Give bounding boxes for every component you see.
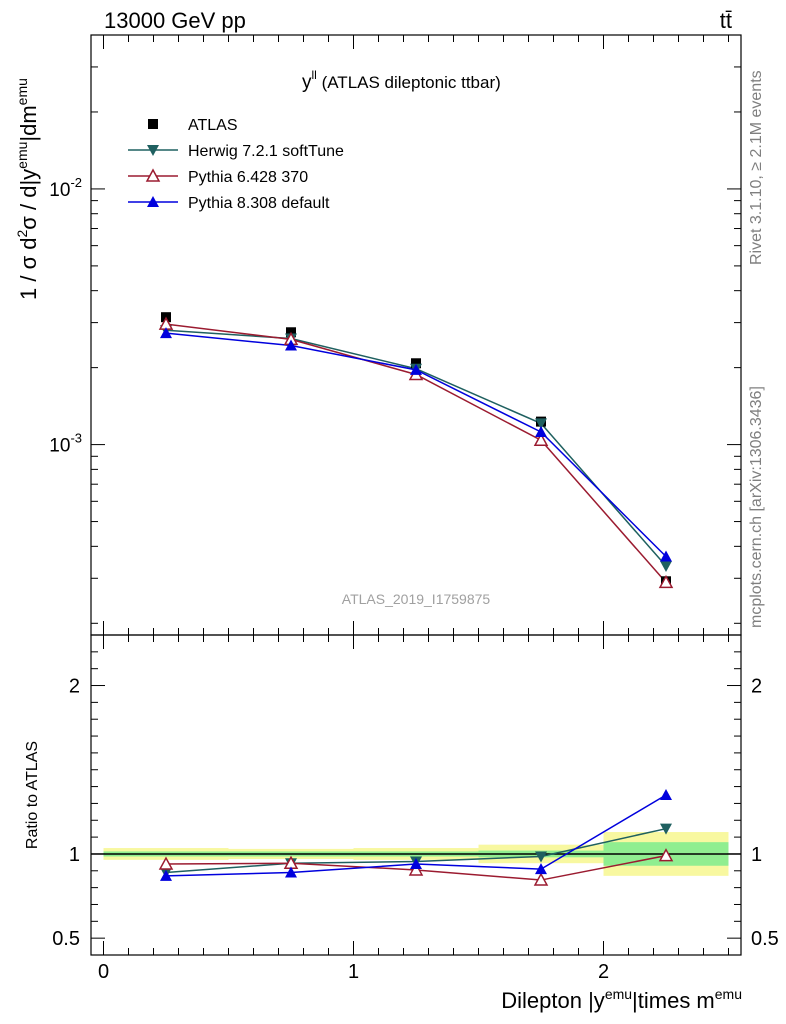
main-series-markers	[158, 312, 674, 589]
legend-marker-pythia-6-428-370	[145, 168, 161, 182]
x-tick-label: 2	[598, 961, 609, 983]
ratio-point-pythia-8-308-default	[535, 863, 547, 875]
legend-label-pythia-6-428-370: Pythia 6.428 370	[188, 169, 308, 186]
mcplots-reference-label: mcplots.cern.ch [arXiv:1306.3436]	[748, 386, 765, 628]
point-pythia-8-308-default	[285, 339, 297, 351]
ratio-series-markers	[158, 789, 674, 886]
legend-marker-herwig-7-2-1-softtune	[147, 145, 159, 156]
ratio-y-tick-label: 2	[69, 676, 80, 698]
ratio-y-tick-label-right: 0.5	[751, 928, 779, 950]
main-ylabel: 1 / σ d2σ / d|yemu|dmemu	[14, 78, 41, 300]
ratio-y-tick-label-right: 2	[751, 676, 762, 698]
point-herwig-7-2-1-softtune	[660, 561, 672, 573]
legend-label-herwig-7-2-1-softtune: Herwig 7.2.1 softTune	[188, 143, 344, 160]
ratio-point-pythia-6-428-370	[158, 856, 174, 870]
legend-marker-pythia-8-308-default	[147, 196, 159, 207]
ratio-point-pythia-8-308-default	[285, 866, 297, 878]
ratio-y-tick-label-right: 1	[751, 844, 762, 866]
ratio-point-pythia-8-308-default	[160, 869, 172, 881]
point-herwig-7-2-1-softtune	[535, 418, 547, 430]
point-pythia-6-428-370	[533, 432, 549, 446]
ratio-axes: 2 2 1 1 0.5 0.5 0 1 2	[52, 635, 779, 983]
x-tick-label: 0	[98, 961, 109, 983]
process-label: tt̄	[720, 8, 732, 33]
title-main: y	[302, 72, 312, 93]
ratio-point-pythia-6-428-370	[408, 862, 424, 876]
ratio-frame	[90, 634, 742, 956]
ratio-point-pythia-8-308-default	[660, 789, 672, 800]
ratio-y-tick-label: 1	[69, 844, 80, 866]
point-atlas	[411, 358, 421, 369]
legend: ATLAS Herwig 7.2.1 softTune Pythia 6.428 3…	[128, 117, 344, 212]
x-tick-label: 1	[348, 961, 359, 983]
point-pythia-8-308-default	[660, 550, 672, 562]
ratio-xlabel: Dilepton |yemu|times memu	[501, 986, 742, 1013]
legend-marker-atlas	[148, 119, 158, 129]
ratio-y-tick-label: 0.5	[52, 928, 80, 950]
main-panel: 10-2 10-3 yll (ATLAS dileptonic ttbar) AT…	[14, 34, 742, 636]
energy-label: 13000 GeV pp	[104, 8, 246, 33]
point-pythia-6-428-370	[658, 574, 674, 589]
main-title: yll (ATLAS dileptonic ttbar)	[302, 68, 501, 93]
legend-label-pythia-8-308-default: Pythia 8.308 default	[188, 195, 330, 212]
ratio-point-pythia-8-308-default	[410, 858, 422, 870]
main-axes: 10-2 10-3	[49, 34, 741, 635]
title-sup: ll	[312, 68, 317, 82]
ratio-panel: 2 2 1 1 0.5 0.5 0 1 2 Ratio to ATLAS Dilepton |y…	[24, 634, 779, 1013]
ratio-point-herwig-7-2-1-softtune	[660, 823, 672, 835]
point-pythia-8-308-default	[410, 363, 422, 375]
ratio-point-pythia-6-428-370	[533, 872, 549, 886]
legend-label-atlas: ATLAS	[188, 117, 238, 134]
ratio-point-herwig-7-2-1-softtune	[535, 851, 547, 863]
y-tick-label: 10-2	[49, 175, 82, 201]
point-pythia-8-308-default	[160, 327, 172, 339]
y-tick-label: 10-3	[49, 431, 82, 457]
title-rest: (ATLAS dileptonic ttbar)	[317, 73, 501, 92]
point-pythia-8-308-default	[535, 426, 547, 438]
rivet-version-label: Rivet 3.1.10, ≥ 2.1M events	[748, 70, 765, 265]
ratio-point-pythia-6-428-370	[658, 848, 674, 862]
ratio-ylabel: Ratio to ATLAS	[24, 741, 41, 849]
analysis-watermark: ATLAS_2019_I1759875	[342, 591, 491, 607]
